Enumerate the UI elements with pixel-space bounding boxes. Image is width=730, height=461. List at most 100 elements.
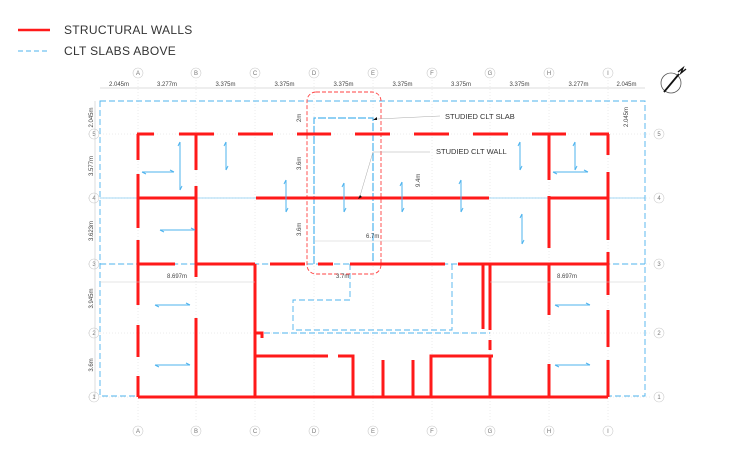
grid-lines	[88, 80, 650, 420]
column-label-top: C	[253, 71, 258, 77]
slab-line	[292, 264, 453, 331]
column-label-top-bubble	[602, 67, 614, 79]
column-label-bottom: H	[547, 429, 551, 435]
span-arrow-vertical	[517, 141, 523, 171]
row-label-left: 3	[92, 262, 96, 268]
span-arrow-horizontal	[141, 169, 175, 175]
column-label-bottom-bubble	[190, 425, 202, 437]
row-label-right: 5	[657, 132, 661, 138]
row-label-left-bubble	[88, 258, 100, 270]
row-label-left-bubble	[88, 391, 100, 403]
column-label-top: G	[488, 71, 493, 77]
row-label-left-bubble	[88, 327, 100, 339]
dim-slab-depth: 2m	[297, 114, 303, 122]
row-label-left-bubble	[88, 192, 100, 204]
leader-arrow-icon	[373, 117, 377, 120]
dim-wall-lower: 3.6m	[297, 223, 303, 236]
row-label-right-bubble	[653, 128, 665, 140]
span-arrow-vertical	[223, 141, 229, 171]
dim-left: 3.945m	[89, 288, 95, 308]
wall-rooms	[255, 264, 493, 397]
column-label-top-bubble	[190, 67, 202, 79]
column-label-top: B	[194, 71, 198, 77]
column-label-top: D	[312, 71, 317, 77]
span-arrow-horizontal	[554, 362, 591, 368]
dim-top: 3.277m	[157, 82, 177, 88]
column-label-top: I	[607, 71, 609, 77]
column-label-bottom: E	[371, 429, 375, 435]
dim-width: 3.7m	[336, 274, 349, 280]
span-arrow-vertical	[519, 213, 525, 245]
row-label-right: 4	[657, 196, 661, 202]
column-label-top-bubble	[543, 67, 555, 79]
row-label-left: 4	[92, 196, 96, 202]
dim-top: 3.375m	[509, 82, 529, 88]
column-label-top-bubble	[426, 67, 438, 79]
column-label-bottom: F	[430, 429, 434, 435]
column-label-top: F	[430, 71, 434, 77]
span-arrow-horizontal	[554, 302, 591, 308]
dim-top: 3.375m	[333, 82, 353, 88]
span-arrow-vertical	[458, 179, 464, 213]
column-label-bottom: I	[607, 429, 609, 435]
row-label-right-bubble	[653, 327, 665, 339]
leader-arrow-icon	[358, 195, 362, 199]
row-label-right-bubble	[653, 391, 665, 403]
span-arrow-vertical	[341, 182, 347, 213]
row-label-left: 1	[92, 395, 96, 401]
column-label-top: H	[547, 71, 551, 77]
dim-right-span: 8.697m	[557, 274, 577, 280]
inner-dimensions: 2m 3.6m 3.6m 9.4m 6.7m 3.7m 8.697m 8.697…	[100, 114, 645, 283]
row-label-right-bubble	[653, 192, 665, 204]
column-label-bottom-bubble	[543, 425, 555, 437]
column-label-top-bubble	[249, 67, 261, 79]
column-label-bottom-bubble	[484, 425, 496, 437]
column-label-bottom-bubble	[367, 425, 379, 437]
dim-top: 2.045m	[109, 82, 129, 88]
dim-top: 3.375m	[215, 82, 235, 88]
structural-walls	[136, 132, 610, 399]
dim-height-total: 9.4m	[416, 174, 422, 187]
column-label-bottom: G	[488, 429, 493, 435]
dim-left-span: 8.697m	[167, 274, 187, 280]
column-label-bottom-bubble	[602, 425, 614, 437]
dim-top: 2.045m	[616, 82, 636, 88]
column-label-bottom-bubble	[132, 425, 144, 437]
row-label-right: 3	[657, 262, 661, 268]
column-label-bottom-bubble	[426, 425, 438, 437]
column-label-bottom-bubble	[249, 425, 261, 437]
column-label-top-bubble	[308, 67, 320, 79]
dim-left: 3.577m	[89, 156, 95, 176]
dim-left: 2.045m	[89, 107, 95, 127]
studied-slab-outline	[313, 117, 374, 264]
column-label-bottom-bubble	[308, 425, 320, 437]
studied-region-highlight	[306, 91, 382, 275]
legend: STRUCTURAL WALLS CLT SLABS ABOVE	[18, 23, 193, 58]
column-label-top-bubble	[484, 67, 496, 79]
row-label-left: 5	[92, 132, 96, 138]
dim-left: 3.623m	[89, 221, 95, 241]
row-label-right: 1	[657, 395, 661, 401]
column-label-bottom: A	[136, 429, 140, 435]
dim-span: 6.7m	[366, 234, 379, 240]
clt-slabs	[99, 100, 646, 397]
label-studied-clt-wall: STUDIED CLT WALL	[436, 147, 507, 156]
legend-structural-walls: STRUCTURAL WALLS	[64, 23, 193, 37]
column-label-top-bubble	[367, 67, 379, 79]
dim-left: 3.6m	[89, 358, 95, 371]
column-label-bottom: B	[194, 429, 198, 435]
label-studied-clt-slab: STUDIED CLT SLAB	[445, 112, 515, 121]
wall-col-c	[253, 264, 264, 397]
column-label-top: E	[371, 71, 375, 77]
span-arrow-vertical	[177, 141, 183, 191]
north-arrow-icon	[660, 65, 687, 94]
dim-top: 3.375m	[451, 82, 471, 88]
span-arrow-vertical	[399, 181, 405, 213]
row-label-right-bubble	[653, 258, 665, 270]
slab-span-arrows	[141, 141, 591, 368]
span-arrow-vertical	[283, 179, 289, 213]
row-label-left-bubble	[88, 128, 100, 140]
span-arrow-horizontal	[552, 169, 589, 175]
